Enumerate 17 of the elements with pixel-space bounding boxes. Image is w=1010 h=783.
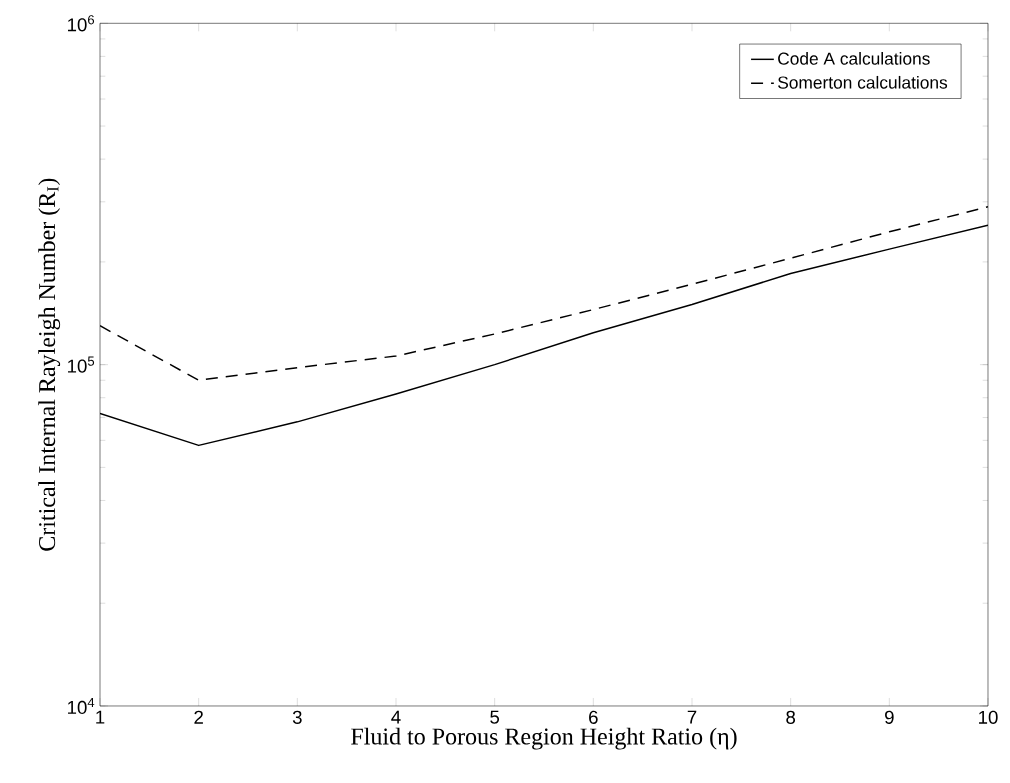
y-tick-label: 10$^{6}$ xyxy=(68,15,95,32)
x-tick-label: 8 xyxy=(786,710,796,724)
y-tick-label: 10$^{5}$ xyxy=(68,356,95,373)
legend-label: Somerton calculations xyxy=(778,75,948,89)
legend-label: Code A calculations xyxy=(778,52,930,65)
x-tick-label: 4 xyxy=(391,710,401,724)
x-tick-label: 6 xyxy=(589,710,598,724)
x-tick-label: 10 xyxy=(979,710,998,724)
x-tick-label: 5 xyxy=(490,710,500,724)
y-tick-label: 10$^{4}$ xyxy=(68,697,95,715)
x-tick-label: 7 xyxy=(687,710,697,724)
x-tick-label: 1 xyxy=(96,710,105,724)
x-tick-label: 3 xyxy=(292,710,302,724)
y-axis-title: Critical Internal Rayleigh Number (R$_{I}$) xyxy=(38,178,61,551)
x-tick-label: 9 xyxy=(885,710,894,724)
x-tick-label: 2 xyxy=(194,710,203,724)
x-axis-title: Fluid to Porous Region Height Ratio (η) xyxy=(351,727,737,750)
